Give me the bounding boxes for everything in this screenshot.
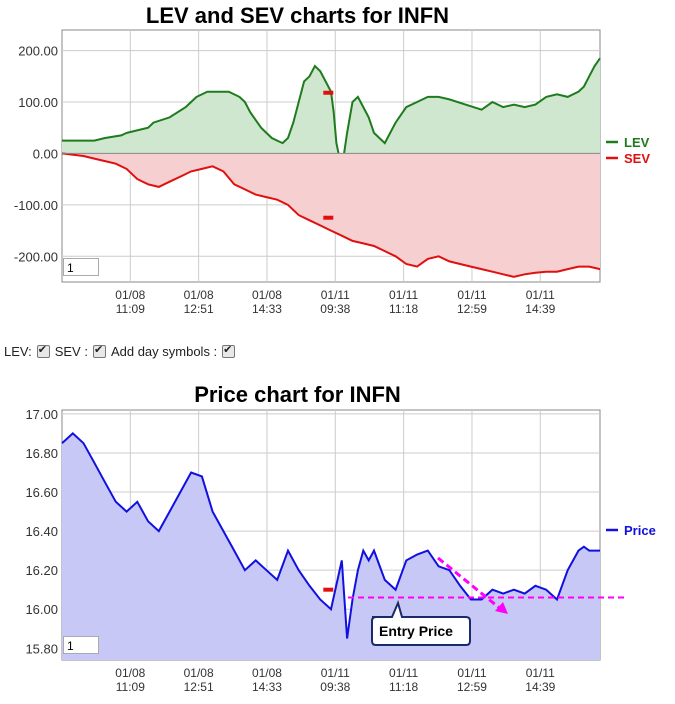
series-area-sev	[62, 153, 600, 277]
y-tick-label: 16.40	[25, 524, 58, 539]
chart-controls: LEV: SEV : Add day symbols :	[4, 343, 238, 359]
x-tick-time-label: 14:39	[525, 680, 555, 694]
legend-label-lev: LEV	[624, 135, 650, 150]
x-tick-date-label: 01/08	[252, 666, 282, 680]
x-tick-time-label: 14:33	[252, 680, 282, 694]
y-tick-label: -200.00	[14, 249, 58, 264]
trend-arrow-line	[437, 556, 503, 612]
y-tick-label: 16.80	[25, 446, 58, 461]
sev-checkbox[interactable]	[92, 343, 106, 358]
trend-arrow-head	[495, 602, 508, 614]
price-chart-range-input[interactable]: 1	[63, 636, 99, 654]
x-tick-date-label: 01/08	[115, 666, 145, 680]
y-tick-label: 100.00	[18, 95, 58, 110]
x-tick-time-label: 12:51	[184, 302, 214, 316]
x-tick-date-label: 01/11	[457, 288, 486, 302]
x-tick-date-label: 01/11	[389, 288, 418, 302]
x-tick-time-label: 14:33	[252, 302, 282, 316]
x-tick-time-label: 09:38	[320, 302, 350, 316]
series-line-sev	[61, 152, 601, 278]
entry-price-label: Entry Price	[379, 623, 453, 639]
lev-label: LEV:	[4, 344, 32, 359]
x-tick-date-label: 01/11	[321, 666, 350, 680]
lev-sev-chart-title: LEV and SEV charts for INFN	[145, 3, 450, 28]
x-tick-time-label: 11:18	[389, 680, 418, 694]
legend-label-sev: SEV	[624, 151, 650, 166]
lev-checkbox[interactable]	[36, 343, 50, 358]
x-tick-time-label: 11:18	[389, 302, 418, 316]
y-tick-label: 17.00	[25, 407, 58, 422]
day-marker	[323, 587, 334, 592]
y-tick-label: -100.00	[14, 198, 58, 213]
price-chart-title: Price chart for INFN	[194, 382, 401, 407]
x-tick-date-label: 01/11	[457, 666, 486, 680]
day-symbols-label: Add day symbols :	[110, 344, 218, 359]
x-tick-date-label: 01/11	[321, 288, 350, 302]
y-tick-label: 200.00	[18, 44, 58, 59]
x-tick-date-label: 01/08	[184, 666, 214, 680]
y-tick-label: 0.00	[33, 146, 58, 161]
y-tick-label: 16.20	[25, 563, 58, 578]
lev-sev-chart: 200.00100.000.00-100.00-200.0001/0811:09…	[14, 29, 650, 316]
day-marker	[323, 90, 334, 95]
x-tick-time-label: 12:59	[457, 302, 487, 316]
y-tick-label: 16.00	[25, 602, 58, 617]
y-tick-label: 16.60	[25, 485, 58, 500]
y-tick-label: 15.80	[25, 641, 58, 656]
series-line-price	[61, 432, 600, 639]
x-tick-time-label: 14:39	[525, 302, 555, 316]
x-tick-time-label: 09:38	[320, 680, 350, 694]
sev-label: SEV :	[54, 344, 88, 359]
x-tick-date-label: 01/08	[115, 288, 145, 302]
x-tick-date-label: 01/11	[526, 666, 555, 680]
x-tick-date-label: 01/11	[389, 666, 418, 680]
x-tick-time-label: 12:59	[457, 680, 487, 694]
day-marker	[323, 215, 334, 220]
x-tick-date-label: 01/08	[252, 288, 282, 302]
day-symbols-checkbox[interactable]	[222, 343, 236, 358]
x-tick-date-label: 01/08	[184, 288, 214, 302]
x-tick-time-label: 12:51	[184, 680, 214, 694]
x-tick-time-label: 11:09	[116, 680, 145, 694]
x-tick-date-label: 01/11	[526, 288, 555, 302]
entry-price-callout	[371, 600, 471, 646]
series-area-lev	[62, 58, 600, 169]
lev-sev-chart-range-input[interactable]: 1	[63, 258, 99, 276]
legend-label-price: Price	[624, 523, 656, 538]
x-tick-time-label: 11:09	[116, 302, 145, 316]
series-area-price	[62, 433, 600, 660]
